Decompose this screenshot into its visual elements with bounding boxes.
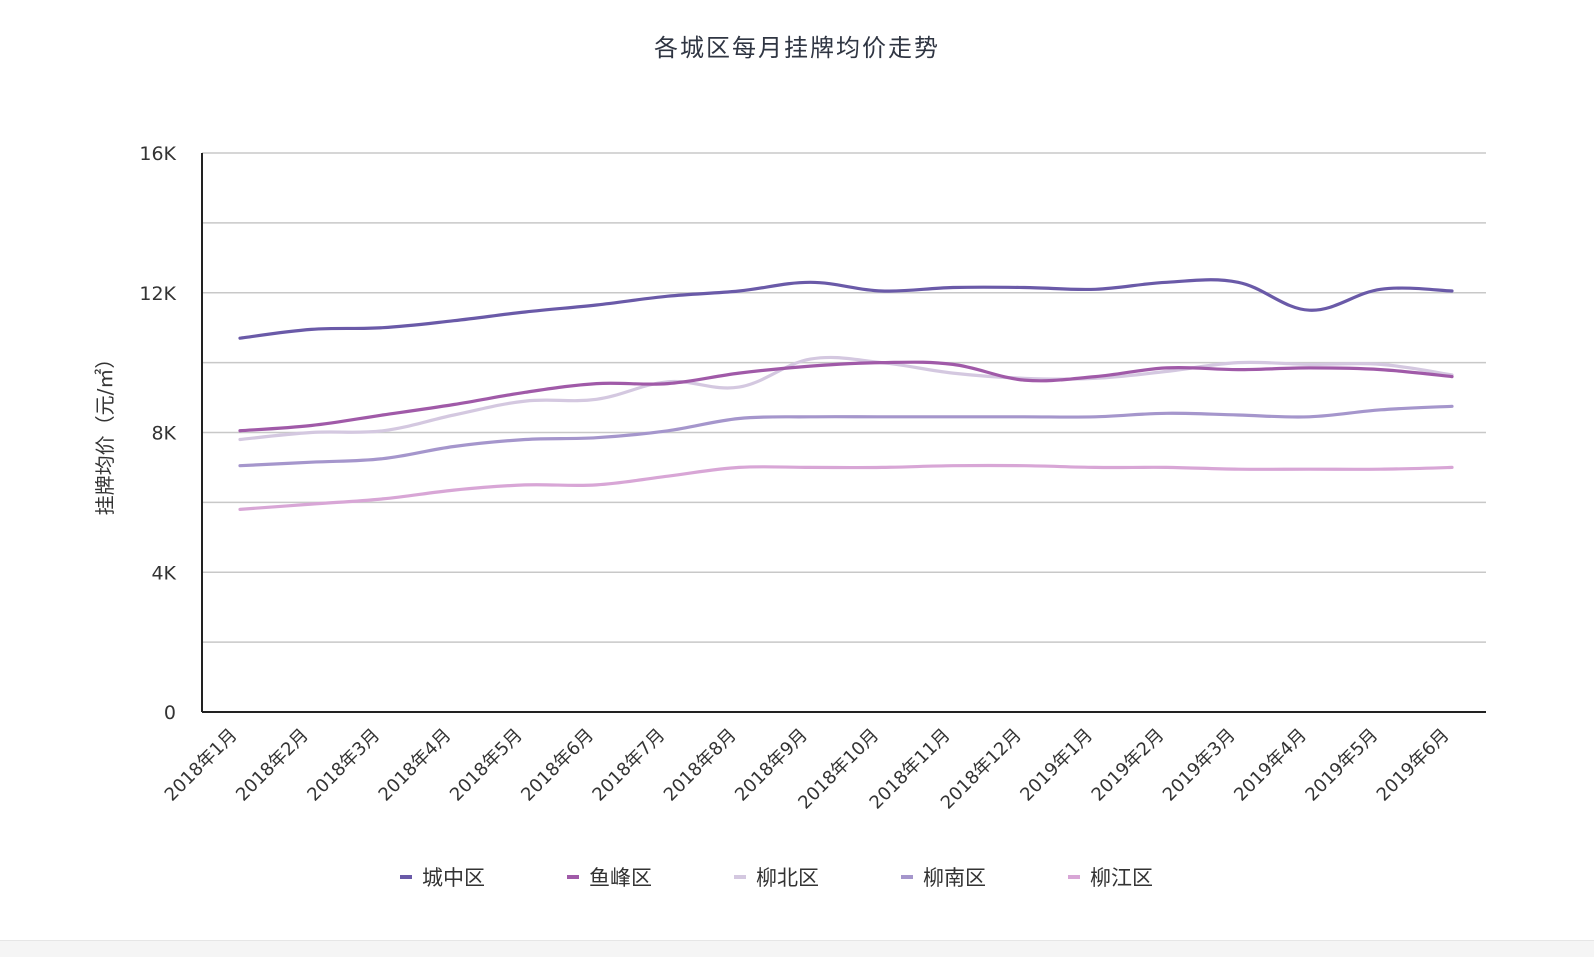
- y-tick-label: 8K: [151, 423, 176, 445]
- x-tick-label: 2018年4月: [375, 725, 456, 806]
- x-tick-label: 2018年8月: [660, 725, 741, 806]
- legend: 城中区 鱼峰区 柳北区 柳南区 柳江区: [400, 866, 1153, 890]
- x-tick-label: 2018年7月: [589, 725, 670, 806]
- y-tick-label: 16K: [139, 143, 176, 165]
- y-tick-label: 12K: [139, 283, 176, 305]
- x-tick-label: 2019年4月: [1230, 725, 1311, 806]
- x-tick-label: 2018年2月: [232, 725, 313, 806]
- x-tick-label: 2018年1月: [161, 725, 242, 806]
- series-layer: [238, 278, 1454, 511]
- legend-label: 柳江区: [1090, 866, 1153, 890]
- axis-layer: [201, 153, 1486, 713]
- legend-label: 柳北区: [756, 866, 819, 890]
- y-tick-label: 0: [164, 702, 176, 724]
- legend-label: 鱼峰区: [589, 866, 652, 890]
- bottom-strip: [0, 940, 1594, 957]
- legend-label: 城中区: [422, 866, 485, 890]
- series-line-3: [238, 355, 1454, 442]
- x-tick-label: 2019年2月: [1088, 725, 1169, 806]
- series-line-1: [238, 278, 1454, 340]
- grid-layer: [202, 152, 1486, 643]
- x-tick-label: 2019年6月: [1373, 725, 1454, 806]
- y-axis-title: 挂牌均价（元/㎡）: [93, 349, 117, 516]
- x-tick-label: 2018年6月: [517, 725, 598, 806]
- series-line-2: [238, 360, 1454, 433]
- series-line-5: [238, 463, 1454, 511]
- x-tick-label: 2018年5月: [446, 725, 527, 806]
- series-line-4: [238, 404, 1454, 468]
- legend-label: 柳南区: [923, 866, 986, 890]
- chart-title: 各城区每月挂牌均价走势: [654, 34, 940, 62]
- x-tick-label: 2018年3月: [303, 725, 384, 806]
- x-tick-label: 2019年5月: [1301, 725, 1382, 806]
- x-tick-label: 2019年3月: [1159, 725, 1240, 806]
- x-tick-label: 2019年1月: [1016, 725, 1097, 806]
- y-tick-label: 4K: [151, 562, 176, 584]
